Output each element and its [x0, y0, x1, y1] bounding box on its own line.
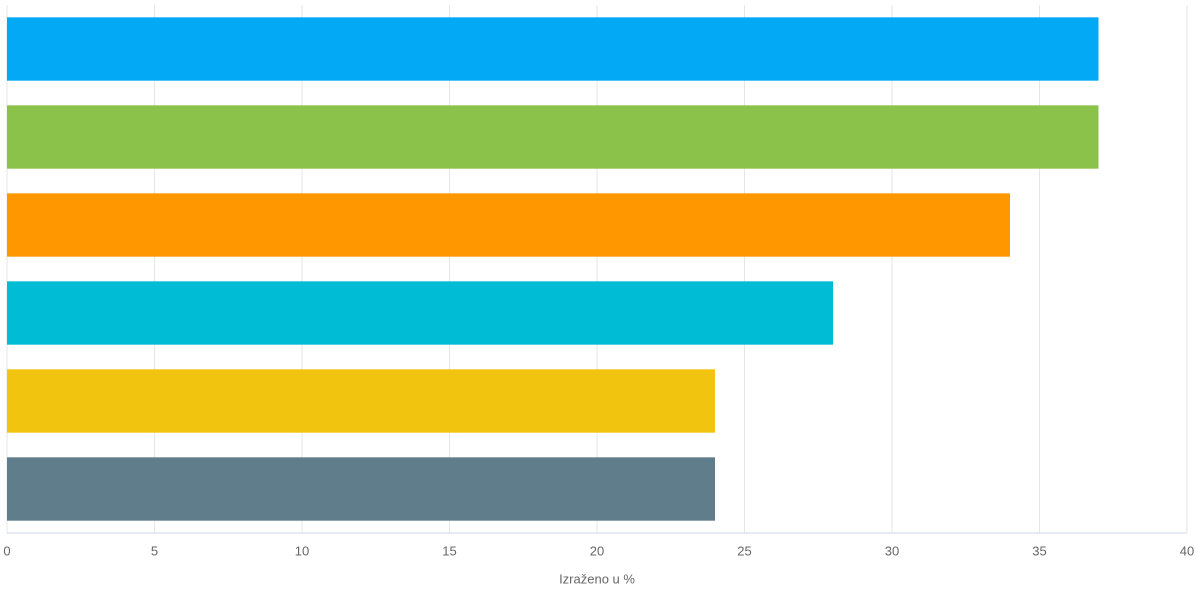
bar [7, 457, 715, 521]
bar [7, 193, 1010, 257]
x-tick-label: 10 [295, 543, 309, 558]
x-tick-label: 15 [442, 543, 456, 558]
bar [7, 369, 715, 433]
x-axis-label: Izraženo u % [559, 571, 635, 586]
x-tick-label: 0 [3, 543, 10, 558]
x-tick-label: 20 [590, 543, 604, 558]
bar [7, 17, 1099, 81]
bar [7, 281, 833, 345]
x-tick-label: 40 [1180, 543, 1194, 558]
x-tick-label: 5 [151, 543, 158, 558]
x-tick-label: 30 [885, 543, 899, 558]
bar [7, 105, 1099, 169]
x-tick-label: 25 [737, 543, 751, 558]
x-tick-label: 35 [1032, 543, 1046, 558]
